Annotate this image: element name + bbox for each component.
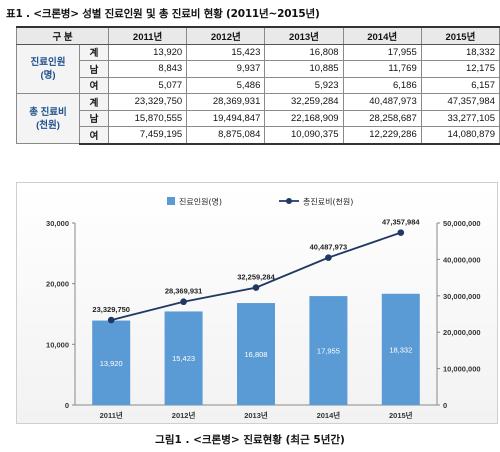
y-left-tick-label: 0: [65, 401, 69, 410]
table-cell: 6,157: [420, 76, 500, 94]
table-cell: 22,168,909: [264, 109, 344, 127]
table-cell: 18,332: [420, 43, 500, 61]
table-cell: 15,870,555: [107, 109, 188, 127]
header-label: 구 분: [16, 26, 109, 45]
table-cell: 28,369,931: [186, 93, 266, 111]
row-sub-label: 남: [79, 60, 109, 78]
stats-table: 구 분 2011년 2012년 2013년 2014년 2015년 진료인원 (…: [16, 26, 500, 145]
row-sub-label: 여: [79, 126, 109, 145]
line-point: [180, 298, 187, 306]
line-point: [252, 284, 260, 291]
bar-value-label: 18,332: [389, 345, 412, 354]
line-point: [397, 229, 405, 236]
table-cell: 23,329,750: [107, 93, 188, 111]
table-row: 진료인원 (명) 계 13,920 15,423 16,808 17,955 1…: [16, 43, 500, 94]
y-right-tick-label: 40,000,000: [443, 255, 481, 264]
bar-value-label: 16,808: [245, 350, 268, 359]
row-sub-label: 계: [79, 93, 109, 111]
y-right-tick-label: 10,000,000: [443, 365, 481, 374]
table-cell: 5,486: [186, 76, 266, 94]
group-label-patients: 진료인원 (명): [16, 43, 80, 94]
line-point: [107, 316, 115, 324]
chart-caption: 그림1 . <크론병> 진료현황 (최근 5년간): [155, 434, 345, 446]
table-cell: 14,080,879: [420, 126, 500, 145]
line-value-label: 23,329,750: [92, 305, 130, 314]
table-cell: 6,186: [342, 76, 422, 94]
group-label-cost: 총 진료비 (천원): [16, 93, 80, 144]
table-cell: 10,885: [264, 60, 344, 78]
y-right-tick-label: 30,000,000: [443, 292, 481, 301]
table-row: 남 8,843 9,937 10,885 11,769 12,175: [17, 60, 500, 78]
table-cell: 32,259,284: [264, 93, 344, 111]
table-row: 총 진료비 (천원) 계 23,329,750 28,369,931 32,25…: [16, 93, 500, 144]
table-cell: 17,955: [342, 43, 422, 61]
y-left-tick-label: 10,000: [46, 340, 69, 349]
row-sub-label: 여: [79, 76, 109, 94]
table-row: 여 5,077 5,486 5,923 6,186 6,157: [17, 76, 500, 94]
bar: [237, 303, 275, 405]
header-year: 2013년: [264, 26, 344, 45]
table-cell: 16,808: [264, 43, 344, 61]
legend-swatch-patients: [167, 197, 175, 205]
y-right-tick-label: 20,000,000: [443, 328, 481, 337]
bar: [92, 320, 131, 405]
y-right-tick-label: 50,000,000: [443, 219, 481, 228]
table-header-row: 구 분 2011년 2012년 2013년 2014년 2015년: [16, 26, 500, 45]
table-cell: 47,357,984: [420, 93, 500, 111]
header-year: 2014년: [342, 26, 422, 45]
line-value-label: 40,487,973: [310, 243, 348, 252]
table-row: 여 7,459,195 8,875,084 10,090,375 12,229,…: [17, 126, 500, 145]
bar-value-label: 17,955: [317, 347, 340, 356]
x-tick-label: 2013년: [244, 410, 268, 420]
bar-value-label: 13,920: [100, 359, 123, 368]
table-cell: 40,487,973: [342, 93, 422, 111]
combo-chart: 0 10,000 20,000 30,000 0 10,000,000 20,000,000…: [46, 197, 481, 421]
table-cell: 7,459,195: [107, 126, 188, 145]
bar: [381, 293, 420, 405]
table-cell: 9,937: [186, 60, 266, 78]
x-tick-label: 2015년: [389, 410, 413, 420]
x-tick-label: 2012년: [172, 410, 196, 420]
table-cell: 12,229,286: [342, 126, 422, 145]
y-right-tick-label: 0: [443, 401, 447, 410]
table-cell: 28,258,687: [342, 109, 422, 127]
table-cell: 12,175: [420, 60, 500, 78]
bar-value-label: 15,423: [172, 354, 195, 363]
header-year: 2011년: [107, 26, 188, 45]
table-caption: 표1 . <크론병> 성별 진료인원 및 총 진료비 현황 (2011년~201…: [6, 8, 320, 20]
y-left-tick-label: 20,000: [46, 280, 69, 289]
table-cell: 5,077: [107, 76, 188, 94]
table-cell: 8,875,084: [186, 126, 266, 145]
x-tick-label: 2014년: [317, 410, 341, 420]
table-cell: 33,277,105: [420, 109, 500, 127]
legend-marker-cost: [286, 198, 292, 204]
legend-label-cost: 총진료비(천원): [303, 197, 353, 207]
line-value-label: 28,369,931: [165, 287, 203, 296]
y-left-tick-label: 30,000: [46, 219, 69, 228]
row-sub-label: 남: [79, 109, 109, 127]
row-sub-label: 계: [79, 43, 109, 61]
bar: [309, 296, 348, 405]
bar: [164, 311, 203, 405]
table-cell: 15,423: [186, 43, 266, 61]
header-year: 2012년: [186, 26, 266, 45]
table-cell: 11,769: [342, 60, 422, 78]
chart-container: 0 10,000 20,000 30,000 0 10,000,000 20,000,000…: [16, 182, 498, 424]
table-cell: 5,923: [264, 76, 344, 94]
line-value-label: 32,259,284: [237, 273, 275, 282]
table-cell: 19,494,847: [186, 109, 266, 127]
table-cell: 10,090,375: [264, 126, 344, 145]
legend-label-patients: 진료인원(명): [179, 197, 222, 207]
table-cell: 8,843: [107, 60, 188, 78]
table-cell: 13,920: [107, 43, 188, 61]
line-point: [325, 254, 332, 261]
line-value-label: 47,357,984: [382, 218, 420, 227]
table-row: 남 15,870,555 19,494,847 22,168,909 28,25…: [17, 109, 500, 127]
header-year: 2015년: [420, 26, 500, 45]
x-tick-label: 2011년: [100, 410, 123, 420]
